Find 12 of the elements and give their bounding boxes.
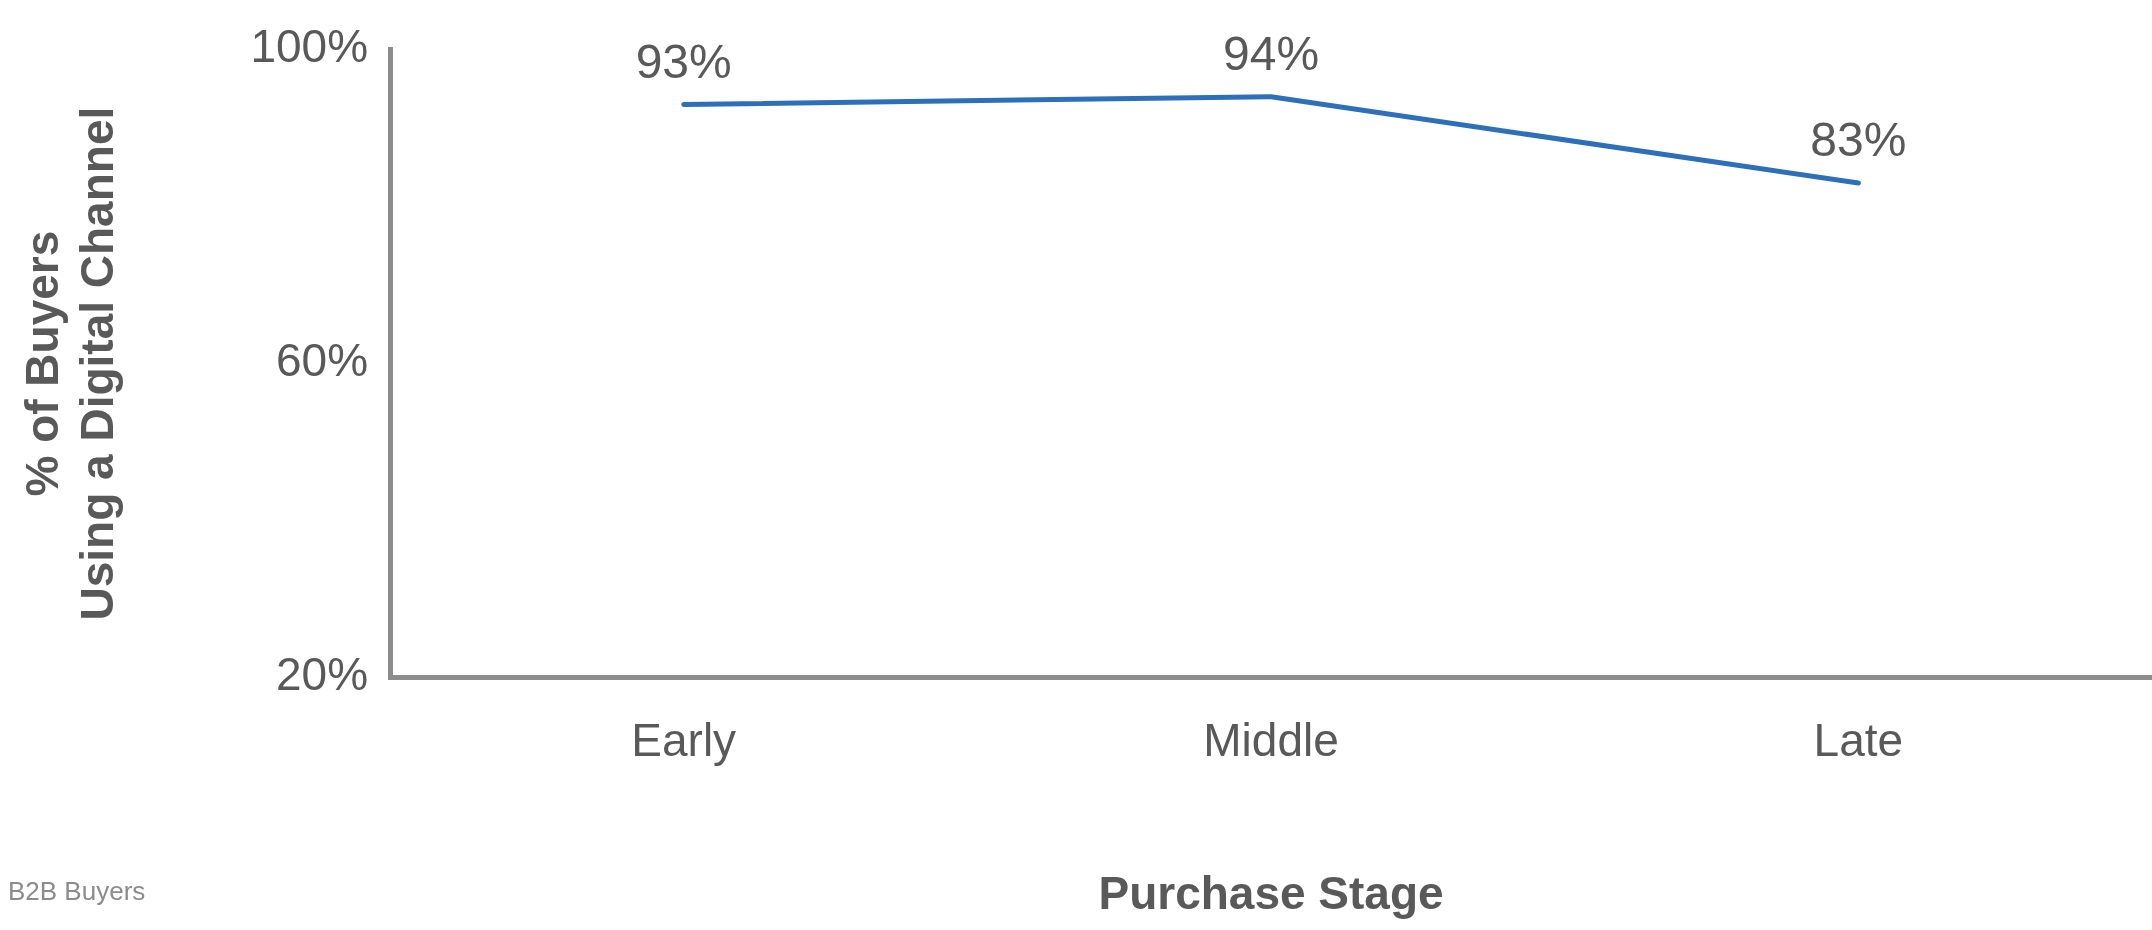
x-tick-label: Late — [1813, 713, 1904, 766]
data-label: 93% — [635, 34, 732, 88]
y-axis-title: % of Buyers Using a Digital Channel — [16, 106, 124, 621]
y-tick-label: 100% — [250, 20, 369, 73]
data-label: 83% — [1810, 113, 1907, 167]
x-axis-title: Purchase Stage — [1098, 867, 1444, 920]
y-tick-label: 20% — [275, 648, 369, 701]
text: B2B Buyers — [8, 876, 146, 906]
y-tick-label: 60% — [275, 334, 369, 387]
x-tick-label: Middle — [1203, 713, 1339, 766]
data-label: 94% — [1222, 26, 1320, 80]
x-tick-label: Early — [631, 713, 737, 766]
